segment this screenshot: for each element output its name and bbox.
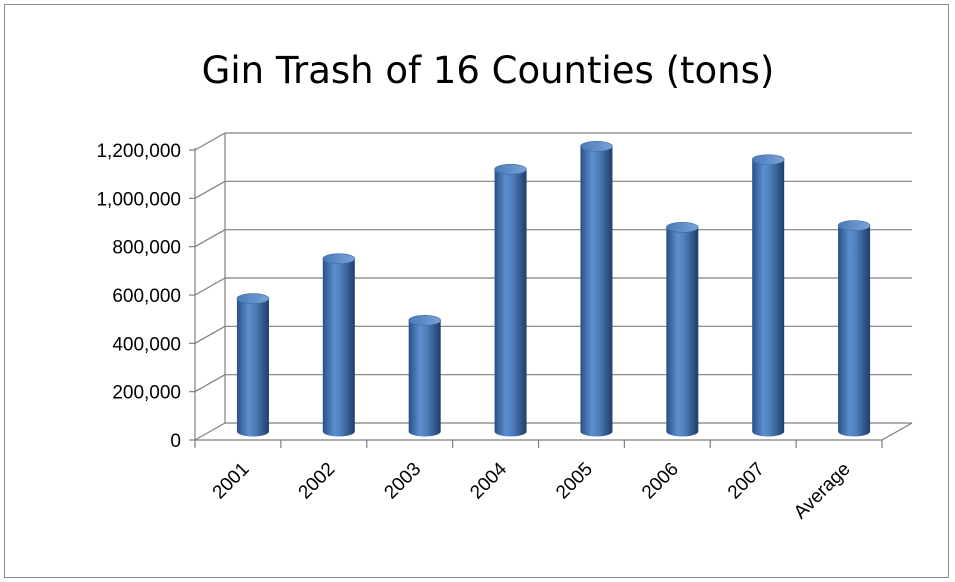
gridlines (194, 132, 912, 441)
y-tick-label: 400,000 (112, 334, 181, 355)
bar-average (837, 220, 871, 437)
floor-right-edge (881, 422, 913, 441)
bar-body (322, 258, 355, 437)
bar-cap (322, 253, 356, 265)
chart-svg: Gin Trash of 16 Counties (tons) 0 200,000… (96, 49, 913, 523)
y-tick-label: 1,200,000 (96, 141, 181, 162)
x-tick-label: 2006 (638, 459, 683, 504)
gridline-depth (194, 180, 226, 199)
y-tick-label: 0 (170, 431, 181, 452)
bar-2005 (580, 141, 613, 437)
x-axis (194, 422, 913, 448)
bar-2003 (408, 315, 441, 437)
bar-cap (494, 163, 527, 175)
chart-frame: Gin Trash of 16 Counties (tons) 0 200,000… (4, 4, 949, 578)
bar-body (236, 298, 269, 437)
bar-cap (580, 141, 613, 152)
bar-2001 (236, 293, 270, 437)
bar-2002 (322, 253, 356, 437)
x-tick-label: 2002 (295, 459, 340, 504)
x-tick-label: 2005 (552, 459, 597, 504)
bar-body (408, 320, 441, 437)
bar-2004 (494, 163, 527, 437)
y-tick-label: 600,000 (112, 286, 181, 307)
x-tick-labels: 2001 2002 2003 2004 2005 2006 2007 Average (209, 458, 855, 523)
bar-body (752, 159, 785, 437)
x-tick-label: 2003 (380, 459, 425, 504)
gridline-depth (194, 277, 226, 296)
bars (236, 141, 871, 437)
y-tick-label: 800,000 (112, 238, 181, 259)
gridline-depth (194, 374, 226, 393)
x-tick-label: 2004 (466, 458, 511, 503)
gridline-depth (194, 229, 226, 248)
bar-2006 (666, 221, 699, 437)
bar-cap (837, 220, 871, 231)
y-tick-label: 200,000 (112, 383, 181, 404)
gridline-depth (194, 325, 226, 344)
bar-body (838, 225, 871, 437)
bar-body (580, 146, 613, 437)
bar-body (666, 227, 699, 437)
y-tick-label: 1,000,000 (96, 189, 181, 210)
bar-body (494, 169, 527, 437)
x-tick-label: 2007 (724, 459, 769, 504)
bar-cap (408, 315, 441, 326)
y-axis: 0 200,000 400,000 600,000 800,000 1,000,000 1,… (96, 141, 195, 452)
chart-title: Gin Trash of 16 Counties (tons) (202, 49, 775, 92)
x-tick-label: 2001 (209, 459, 254, 504)
x-tick-label: Average (790, 459, 855, 524)
gridline-depth (194, 132, 226, 151)
bar-2007 (751, 154, 785, 437)
gridline-depth (194, 422, 226, 441)
bar-cap (666, 221, 699, 233)
bar-cap (236, 293, 270, 304)
bar-cap (751, 154, 785, 165)
